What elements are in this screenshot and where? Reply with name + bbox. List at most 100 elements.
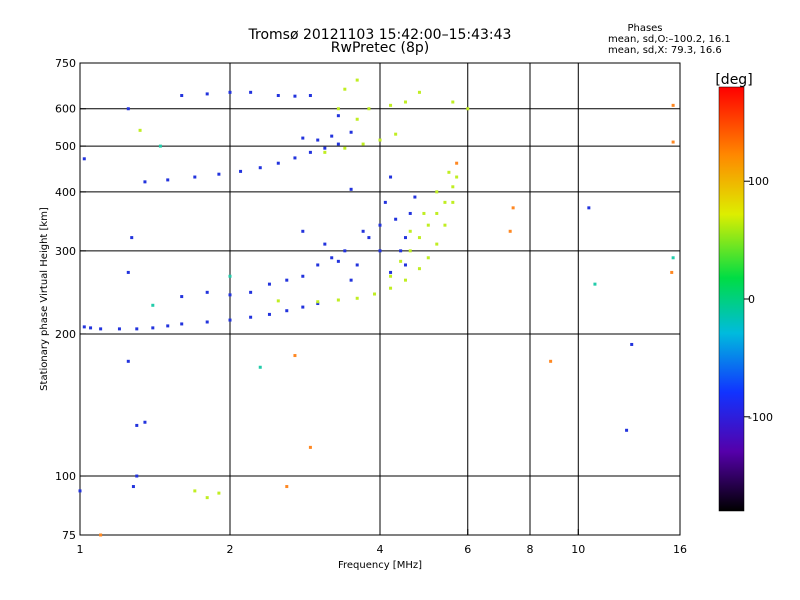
data-point bbox=[670, 270, 674, 274]
data-point bbox=[466, 107, 470, 111]
data-point bbox=[361, 229, 365, 233]
data-point bbox=[293, 156, 297, 160]
data-points bbox=[78, 78, 675, 537]
data-point bbox=[426, 223, 430, 227]
data-point bbox=[308, 445, 312, 449]
data-point bbox=[301, 274, 305, 278]
data-point bbox=[239, 169, 243, 173]
data-point bbox=[193, 489, 197, 493]
data-point bbox=[378, 138, 382, 142]
data-point bbox=[99, 327, 103, 331]
data-point bbox=[205, 496, 209, 500]
data-point bbox=[630, 342, 634, 346]
data-point bbox=[276, 299, 280, 303]
data-point bbox=[228, 318, 232, 322]
data-point bbox=[323, 150, 327, 154]
data-point bbox=[399, 249, 403, 253]
data-point bbox=[193, 175, 197, 179]
data-point bbox=[426, 256, 430, 260]
data-point bbox=[349, 278, 353, 282]
data-point bbox=[343, 146, 347, 150]
data-point bbox=[217, 172, 221, 176]
data-point bbox=[408, 211, 412, 215]
data-point bbox=[217, 491, 221, 495]
y-tick-label: 75 bbox=[62, 529, 76, 542]
data-point bbox=[394, 132, 398, 136]
data-point bbox=[451, 185, 455, 189]
data-point bbox=[378, 249, 382, 253]
data-point bbox=[228, 293, 232, 297]
legend-title: Phases bbox=[627, 23, 662, 34]
data-point bbox=[180, 295, 184, 299]
data-point bbox=[330, 256, 334, 260]
data-point bbox=[180, 322, 184, 326]
data-point bbox=[443, 223, 447, 227]
data-point bbox=[389, 286, 393, 290]
data-point bbox=[361, 142, 365, 146]
data-point bbox=[343, 87, 347, 91]
data-point bbox=[413, 195, 417, 199]
data-point bbox=[166, 178, 170, 182]
data-point bbox=[336, 142, 340, 146]
y-tick-label: 750 bbox=[55, 57, 76, 70]
data-point bbox=[403, 263, 407, 267]
data-point bbox=[249, 315, 253, 319]
data-point bbox=[82, 325, 86, 329]
data-point bbox=[435, 211, 439, 215]
data-point bbox=[349, 187, 353, 191]
data-point bbox=[99, 533, 103, 537]
data-point bbox=[126, 107, 130, 111]
data-point bbox=[117, 327, 121, 331]
x-tick-label: 1 bbox=[77, 543, 84, 556]
data-point bbox=[135, 474, 139, 478]
data-point bbox=[389, 274, 393, 278]
data-point bbox=[249, 90, 253, 94]
x-tick-label: 2 bbox=[227, 543, 234, 556]
data-point bbox=[671, 140, 675, 144]
data-point bbox=[549, 359, 553, 363]
data-point bbox=[403, 236, 407, 240]
colorbar-ticks: 100 0 -100 bbox=[744, 175, 773, 424]
data-point bbox=[389, 270, 393, 274]
x-axis-label: Frequency [MHz] bbox=[338, 560, 422, 571]
data-point bbox=[336, 114, 340, 118]
data-point bbox=[355, 78, 359, 82]
y-tick-label: 500 bbox=[55, 140, 76, 153]
x-tick-label: 8 bbox=[527, 543, 534, 556]
data-point bbox=[443, 200, 447, 204]
data-point bbox=[435, 190, 439, 194]
data-point bbox=[417, 267, 421, 271]
data-point bbox=[355, 263, 359, 267]
data-point bbox=[671, 103, 675, 107]
data-point bbox=[301, 229, 305, 233]
data-point bbox=[78, 489, 82, 493]
data-point bbox=[422, 211, 426, 215]
data-point bbox=[308, 94, 312, 98]
data-point bbox=[451, 100, 455, 104]
data-point bbox=[151, 303, 155, 307]
data-point bbox=[343, 249, 347, 253]
data-point bbox=[126, 270, 130, 274]
chart-title: Tromsø 20121103 15:42:00–15:43:43 bbox=[248, 27, 512, 43]
data-point bbox=[138, 128, 142, 132]
grid bbox=[80, 63, 680, 535]
x-axis: 1 2 4 6 8 10 16 bbox=[77, 529, 687, 556]
data-point bbox=[82, 157, 86, 161]
y-axis-label: Stationary phase Virtual Height [km] bbox=[39, 207, 50, 391]
data-point bbox=[158, 144, 162, 148]
data-point bbox=[285, 309, 289, 313]
data-point bbox=[511, 206, 515, 210]
data-point bbox=[451, 200, 455, 204]
data-point bbox=[417, 236, 421, 240]
data-point bbox=[394, 217, 398, 221]
data-point bbox=[403, 100, 407, 104]
data-point bbox=[330, 134, 334, 138]
data-point bbox=[389, 103, 393, 107]
data-point bbox=[228, 274, 232, 278]
colorbar-tick-label: 0 bbox=[748, 293, 755, 306]
y-tick-label: 200 bbox=[55, 328, 76, 341]
data-point bbox=[336, 259, 340, 263]
data-point bbox=[587, 206, 591, 210]
data-point bbox=[316, 138, 320, 142]
